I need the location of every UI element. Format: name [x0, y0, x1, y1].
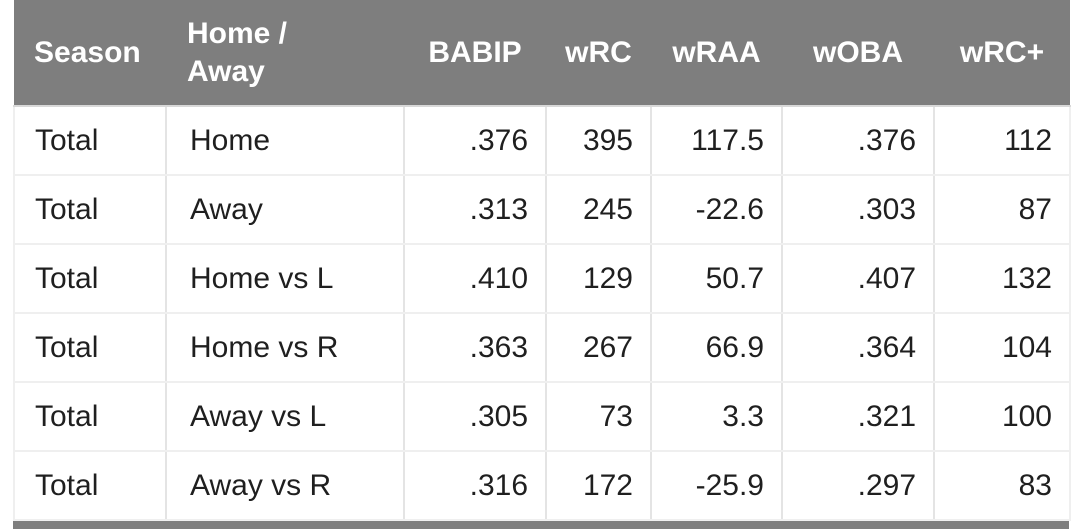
table-row: Total Away vs R .316 172 -25.9.297 83: [13, 451, 1071, 521]
table-cell: .407: [782, 244, 935, 314]
table-cell: .364: [782, 313, 935, 383]
table-cell: .305: [404, 382, 547, 452]
table-cell: 112: [934, 106, 1071, 176]
table-body: Total Home .376 395 117.5.376 112 Total Away .31…: [13, 106, 1071, 521]
table-row: Total Away .313 245 -22.6.303 87: [13, 175, 1071, 245]
next-table-header-cutoff-bar: [13, 521, 1069, 529]
table-cell: .363: [404, 313, 547, 383]
table-cell: Home: [166, 106, 405, 176]
table-cell: 129: [546, 244, 652, 314]
table-cell: Total: [13, 244, 167, 314]
column-header-wrcplus[interactable]: wRC+: [934, 0, 1070, 107]
column-header-home-away-label: Home / Away: [187, 16, 288, 88]
table-cell: 132: [934, 244, 1071, 314]
splits-table-container: Season Home / Away BABIP wRC wRAA wOBA w…: [13, 0, 1071, 521]
table-cell: Away: [166, 175, 405, 245]
column-header-home-away[interactable]: Home / Away: [166, 0, 404, 107]
table-cell: Home vs L: [166, 244, 405, 314]
table-cell: .313: [404, 175, 547, 245]
table-row: Total Home vs L .410 129 50.7.407 132: [13, 244, 1071, 314]
table-cell: 50.7: [651, 244, 783, 314]
table-cell: -22.6: [651, 175, 783, 245]
table-cell: -25.9: [651, 451, 783, 521]
table-cell: .297: [782, 451, 935, 521]
table-cell: .376: [782, 106, 935, 176]
table-cell: 66.9: [651, 313, 783, 383]
table-row: Total Home vs R .363 267 66.9.364 104: [13, 313, 1071, 383]
table-cell: 87: [934, 175, 1071, 245]
table-cell: Total: [13, 175, 167, 245]
table-header: Season Home / Away BABIP wRC wRAA wOBA w…: [14, 0, 1070, 107]
table-cell: 100: [934, 382, 1071, 452]
column-header-babip[interactable]: BABIP: [404, 0, 546, 107]
table-cell: Away vs L: [166, 382, 405, 452]
table-row: Total Home .376 395 117.5.376 112: [13, 106, 1071, 176]
table-cell: 83: [934, 451, 1071, 521]
table-cell: Home vs R: [166, 313, 405, 383]
column-header-season[interactable]: Season: [14, 0, 166, 107]
table-cell: Total: [13, 313, 167, 383]
column-header-wrc[interactable]: wRC: [546, 0, 651, 107]
table-cell: Total: [13, 451, 167, 521]
column-header-wraa[interactable]: wRAA: [651, 0, 782, 107]
table-cell: 267: [546, 313, 652, 383]
header-row: Season Home / Away BABIP wRC wRAA wOBA w…: [14, 0, 1070, 107]
table-cell: 245: [546, 175, 652, 245]
column-header-woba[interactable]: wOBA: [782, 0, 934, 107]
table-cell: Away vs R: [166, 451, 405, 521]
table-cell: 104: [934, 313, 1071, 383]
table-cell: 3.3: [651, 382, 783, 452]
table-cell: .316: [404, 451, 547, 521]
table-cell: .376: [404, 106, 547, 176]
table-cell: 172: [546, 451, 652, 521]
table-cell: 395: [546, 106, 652, 176]
table-cell: .303: [782, 175, 935, 245]
table-cell: Total: [13, 382, 167, 452]
table-cell: 73: [546, 382, 652, 452]
table-cell: Total: [13, 106, 167, 176]
batting-splits-table: Season Home / Away BABIP wRC wRAA wOBA w…: [13, 0, 1071, 521]
table-row: Total Away vs L .305 73 3.3.321 100: [13, 382, 1071, 452]
table-cell: .410: [404, 244, 547, 314]
table-cell: .321: [782, 382, 935, 452]
table-cell: 117.5: [651, 106, 783, 176]
